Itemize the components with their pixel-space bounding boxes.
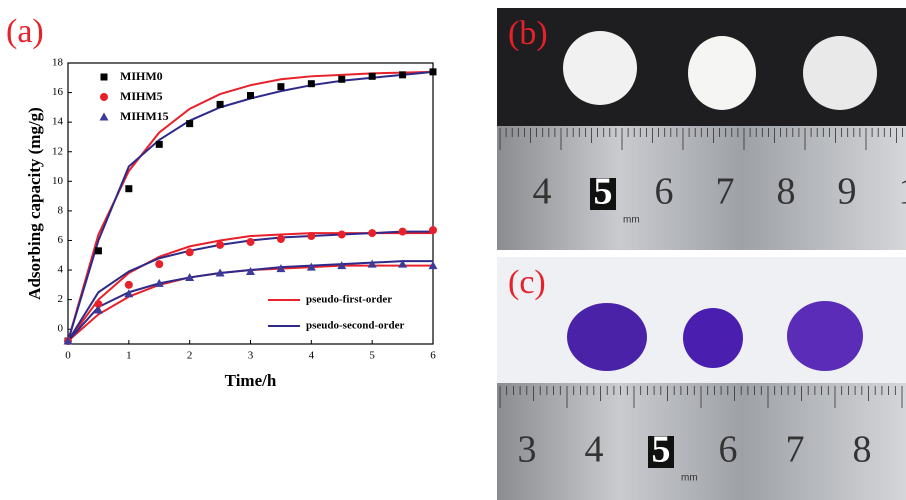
y-tick-label: 16 bbox=[52, 86, 64, 98]
ruler-number: 8 bbox=[853, 429, 872, 471]
data-point bbox=[369, 73, 376, 80]
ruler-number: 7 bbox=[716, 171, 735, 213]
data-point bbox=[216, 241, 224, 249]
data-point bbox=[247, 238, 255, 246]
sample-disc bbox=[803, 36, 877, 110]
data-point bbox=[155, 260, 163, 268]
legend-marker bbox=[100, 93, 108, 101]
y-tick-label: 0 bbox=[58, 323, 64, 335]
ruler-unit: mm bbox=[681, 473, 698, 484]
panel-label: (a) bbox=[6, 13, 44, 50]
data-point bbox=[217, 101, 224, 108]
data-point bbox=[399, 71, 406, 78]
ruler-number: 6 bbox=[655, 171, 674, 213]
ruler-number: 9 bbox=[838, 171, 857, 213]
data-point bbox=[125, 185, 132, 192]
x-tick-label: 6 bbox=[430, 350, 436, 362]
sample-disc bbox=[567, 303, 647, 371]
sample-disc bbox=[688, 36, 756, 110]
y-tick-label: 6 bbox=[58, 234, 64, 246]
ruler-number: 4 bbox=[585, 429, 604, 471]
ruler-unit: mm bbox=[623, 215, 640, 226]
data-point bbox=[277, 235, 285, 243]
panel-label: (c) bbox=[508, 264, 546, 301]
legend-label: MIHM15 bbox=[120, 109, 169, 123]
ruler-number: 3 bbox=[518, 429, 537, 471]
ruler-number: 5 bbox=[594, 171, 613, 213]
x-tick-label: 0 bbox=[65, 350, 71, 362]
data-point bbox=[308, 80, 315, 87]
x-tick-label: 1 bbox=[126, 350, 132, 362]
ruler-number: 4 bbox=[533, 171, 552, 213]
y-tick-label: 10 bbox=[52, 175, 64, 187]
ruler-number: 7 bbox=[786, 429, 805, 471]
ruler-number: 5 bbox=[652, 429, 671, 471]
y-tick-label: 8 bbox=[58, 204, 64, 216]
data-point bbox=[247, 92, 254, 99]
data-point bbox=[368, 229, 376, 237]
data-point bbox=[186, 120, 193, 127]
data-point bbox=[399, 228, 407, 236]
sample-disc bbox=[683, 308, 743, 368]
ruler bbox=[497, 383, 906, 500]
y-tick-label: 18 bbox=[52, 57, 64, 69]
y-tick-label: 2 bbox=[58, 293, 64, 305]
legend-label: MIHM5 bbox=[120, 89, 163, 103]
x-tick-label: 5 bbox=[369, 350, 375, 362]
x-tick-label: 2 bbox=[187, 350, 193, 362]
legend-label: pseudo-first-order bbox=[306, 294, 392, 306]
legend-label: pseudo-second-order bbox=[306, 320, 405, 332]
figure: (a) 0246810121416180123456Time/hAdsorbin… bbox=[0, 0, 906, 500]
sample-disc bbox=[563, 31, 637, 105]
x-tick-label: 3 bbox=[248, 350, 254, 362]
data-point bbox=[186, 248, 194, 256]
ruler-number: 8 bbox=[777, 171, 796, 213]
y-tick-label: 4 bbox=[58, 264, 64, 276]
data-point bbox=[338, 76, 345, 83]
y-tick-label: 12 bbox=[52, 145, 63, 157]
y-tick-label: 14 bbox=[52, 116, 64, 128]
data-point bbox=[95, 247, 102, 254]
data-point bbox=[429, 226, 437, 234]
data-point bbox=[430, 68, 437, 75]
sample-disc bbox=[787, 301, 863, 371]
legend-marker bbox=[100, 113, 109, 121]
ruler-number: 1 bbox=[899, 171, 906, 213]
panel-label: (b) bbox=[508, 15, 548, 52]
data-point bbox=[125, 281, 133, 289]
data-point bbox=[156, 141, 163, 148]
legend-label: MIHM0 bbox=[120, 69, 163, 83]
data-point bbox=[307, 232, 315, 240]
data-point bbox=[277, 83, 284, 90]
x-tick-label: 4 bbox=[309, 350, 315, 362]
data-point bbox=[338, 231, 346, 239]
y-axis-title: Adsorbing capacity (mg/g) bbox=[25, 107, 44, 300]
legend-marker bbox=[101, 74, 108, 81]
x-axis-title: Time/h bbox=[225, 371, 277, 390]
ruler-number: 6 bbox=[719, 429, 738, 471]
